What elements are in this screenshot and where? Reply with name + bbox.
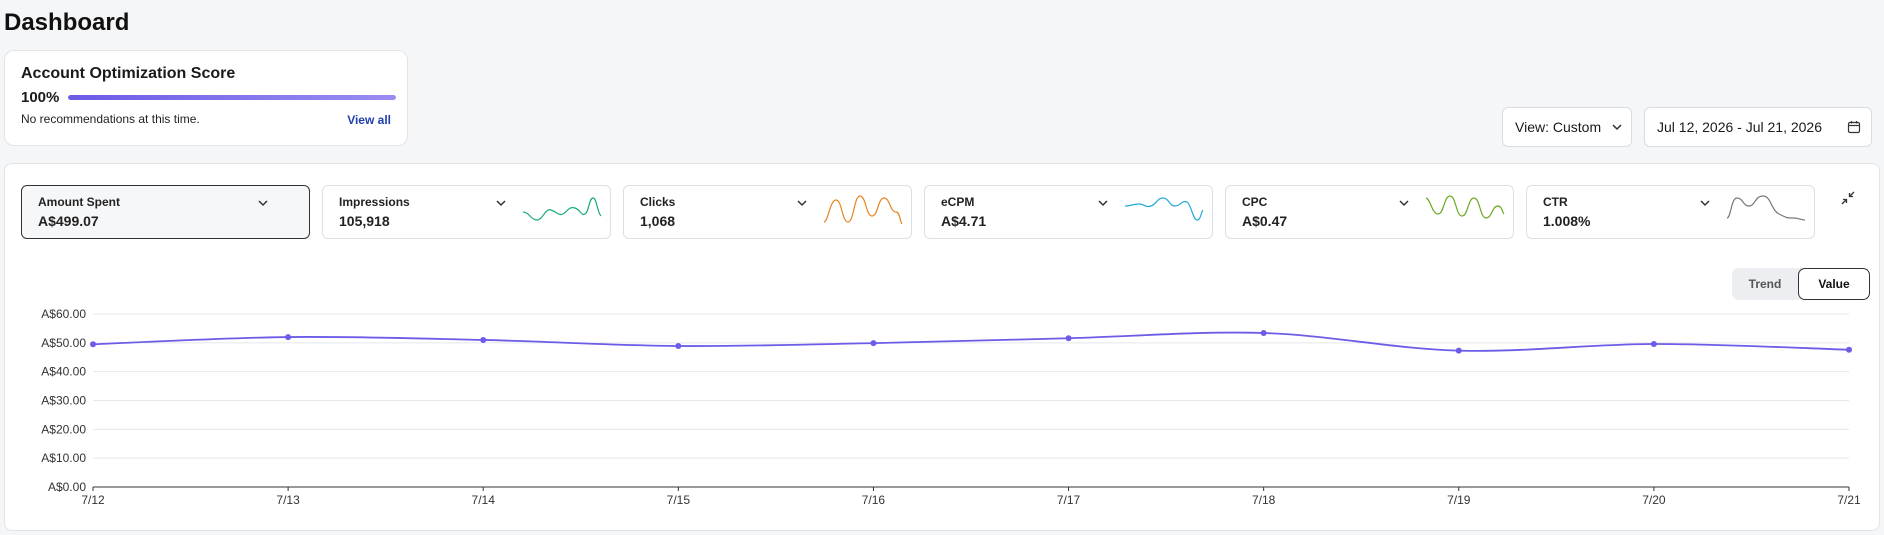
view-all-link[interactable]: View all	[347, 113, 391, 127]
trend-toggle-button[interactable]: Trend	[1748, 277, 1782, 291]
view-select[interactable]: View: Custom	[1502, 107, 1632, 147]
chevron-down-icon[interactable]	[796, 197, 808, 209]
metric-card-clicks[interactable]: Clicks 1,068	[623, 185, 912, 239]
metric-label: CPC	[1242, 195, 1268, 209]
metric-card-impressions[interactable]: Impressions 105,918	[322, 185, 611, 239]
metric-value: A$0.47	[1242, 213, 1288, 229]
metrics-panel: Amount Spent A$499.07 Impressions 105,918 Cl…	[4, 163, 1880, 531]
sparkline	[523, 197, 602, 221]
y-tick-label: A$40.00	[41, 365, 86, 379]
data-point[interactable]	[675, 343, 682, 350]
metric-label: eCPM	[941, 195, 975, 209]
x-tick-label: 7/12	[81, 493, 105, 507]
y-tick-label: A$50.00	[41, 336, 86, 350]
y-tick-label: A$10.00	[41, 451, 86, 465]
value-toggle-button[interactable]: Value	[1798, 268, 1870, 300]
data-point[interactable]	[480, 336, 487, 343]
chevron-down-icon[interactable]	[257, 197, 269, 209]
data-point[interactable]	[1260, 330, 1267, 337]
calendar-icon	[1847, 121, 1861, 134]
chevron-down-icon[interactable]	[1097, 197, 1109, 209]
chevron-down-icon	[1612, 124, 1622, 131]
chevron-down-icon[interactable]	[1699, 197, 1711, 209]
data-point[interactable]	[90, 341, 96, 348]
y-tick-label: A$30.00	[41, 394, 86, 408]
date-range-label: Jul 12, 2026 - Jul 21, 2026	[1657, 119, 1823, 135]
amount-spent-line-chart: A$0.00 A$10.00 A$20.00 A$30.00 A$40.00 A$50.0…	[41, 307, 1861, 507]
sparkline	[1727, 195, 1806, 221]
score-progress-bar	[68, 95, 396, 100]
view-select-label: View: Custom	[1515, 119, 1602, 135]
data-point[interactable]	[1846, 346, 1852, 353]
series-line	[92, 331, 1850, 352]
score-card-title: Account Optimization Score	[21, 65, 236, 82]
score-note: No recommendations at this time.	[21, 112, 200, 126]
y-tick-label: A$0.00	[48, 480, 86, 494]
sparkline	[1426, 195, 1505, 219]
collapse-icon[interactable]	[1840, 190, 1856, 206]
metric-label: CTR	[1543, 195, 1568, 209]
data-point[interactable]	[1065, 335, 1072, 342]
metric-value: 1.008%	[1543, 213, 1591, 229]
date-range-picker[interactable]: Jul 12, 2026 - Jul 21, 2026	[1644, 107, 1872, 147]
x-tick-label: 7/18	[1252, 493, 1276, 507]
data-point[interactable]	[1650, 340, 1657, 347]
data-point[interactable]	[285, 334, 292, 341]
metric-card-ctr[interactable]: CTR 1.008%	[1526, 185, 1815, 239]
y-tick-label: A$20.00	[41, 422, 86, 436]
metric-label: Amount Spent	[38, 195, 120, 209]
metric-value: A$4.71	[941, 213, 987, 229]
y-tick-label: A$60.00	[41, 307, 86, 321]
optimization-score-card: Account Optimization Score 100% No recom…	[4, 50, 408, 146]
sparkline	[1125, 197, 1204, 221]
score-value: 100%	[21, 89, 60, 106]
x-tick-label: 7/21	[1837, 493, 1861, 507]
metric-value: 105,918	[339, 213, 390, 229]
metric-label: Clicks	[640, 195, 676, 209]
data-point[interactable]	[870, 340, 877, 347]
x-tick-label: 7/16	[862, 493, 886, 507]
x-tick-label: 7/14	[472, 493, 496, 507]
x-tick-label: 7/20	[1642, 493, 1666, 507]
x-tick-label: 7/17	[1057, 493, 1081, 507]
metric-value: 1,068	[640, 213, 676, 229]
metric-card-cpc[interactable]: CPC A$0.47	[1225, 185, 1514, 239]
score-progress-fill	[68, 95, 396, 100]
page-title: Dashboard	[4, 9, 130, 36]
x-tick-label: 7/15	[667, 493, 691, 507]
metric-card-ecpm[interactable]: eCPM A$4.71	[924, 185, 1213, 239]
chart-mode-toggle: Trend Value	[1732, 268, 1870, 300]
chevron-down-icon[interactable]	[1398, 197, 1410, 209]
x-tick-label: 7/13	[276, 493, 300, 507]
x-tick-label: 7/19	[1447, 493, 1471, 507]
data-point[interactable]	[1455, 347, 1462, 354]
metric-value: A$499.07	[38, 213, 99, 229]
sparkline	[824, 195, 903, 225]
metric-label: Impressions	[339, 195, 410, 209]
chevron-down-icon[interactable]	[495, 197, 507, 209]
metric-card-amount-spent[interactable]: Amount Spent A$499.07	[21, 185, 310, 239]
